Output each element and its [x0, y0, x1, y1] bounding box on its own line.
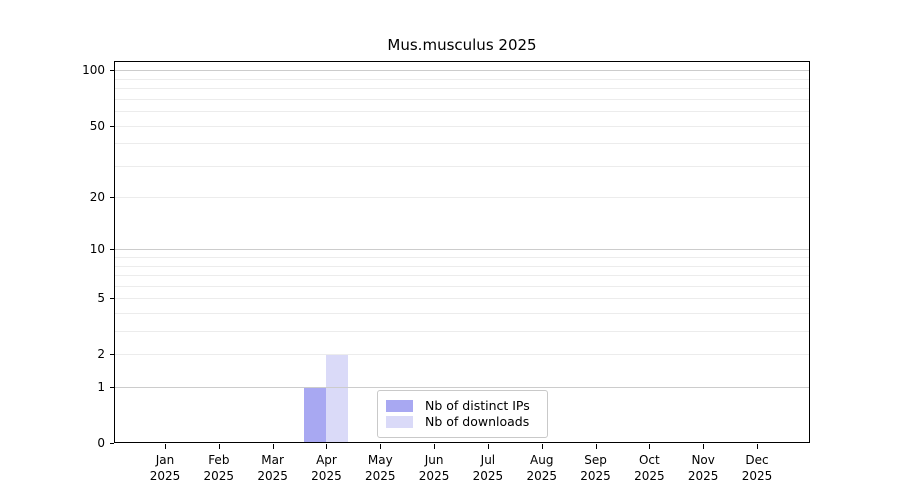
- y-tick-label: 20: [89, 190, 105, 205]
- x-tick-month: Aug: [530, 453, 554, 467]
- x-tick-mark: [757, 444, 758, 449]
- x-tick-year: 2025: [526, 469, 557, 483]
- gridline-minor: [115, 197, 809, 199]
- x-tick-label-sep: Sep 2025: [568, 452, 624, 484]
- y-tick-mark: [110, 125, 114, 127]
- x-tick-year: 2025: [472, 469, 504, 483]
- bar-nb-of-distinct-ips-apr: [304, 387, 327, 443]
- x-tick-month: Dec: [745, 453, 769, 467]
- x-tick-year: 2025: [203, 469, 235, 483]
- x-tick-mark: [487, 444, 489, 449]
- gridline-minor: [115, 265, 809, 267]
- gridline-minor: [115, 98, 809, 100]
- y-tick-mark: [110, 387, 114, 389]
- x-tick-month: Oct: [638, 453, 660, 467]
- chart-title: Mus.musculus 2025: [387, 36, 537, 54]
- x-tick-month: May: [367, 453, 393, 467]
- x-tick-mark: [218, 444, 220, 449]
- x-tick-month: Jul: [480, 453, 496, 467]
- x-tick-label-nov: Nov 2025: [675, 452, 731, 484]
- x-tick-year: 2025: [418, 469, 450, 483]
- x-tick-label-aug: Aug 2025: [514, 452, 570, 484]
- x-tick-label-apr: Apr 2025: [298, 452, 354, 484]
- gridline-minor: [115, 285, 809, 287]
- y-tick-mark: [110, 197, 114, 199]
- y-tick-mark: [110, 70, 114, 72]
- y-tick-label: 0: [97, 436, 105, 450]
- x-tick-label-jan: Jan 2025: [137, 452, 193, 484]
- x-tick-year: 2025: [149, 469, 181, 483]
- legend-item-distinct-ips: Nb of distinct IPs: [386, 398, 539, 414]
- x-tick-month: Apr: [316, 453, 337, 467]
- y-tick-mark: [110, 443, 114, 444]
- x-tick-label-jul: Jul 2025: [460, 452, 516, 484]
- x-tick-year: 2025: [311, 469, 342, 483]
- legend-swatch-downloads-icon: [386, 416, 413, 428]
- x-tick-year: 2025: [741, 469, 773, 483]
- x-tick-mark: [326, 444, 328, 449]
- y-tick-mark: [110, 354, 114, 356]
- x-tick-label-feb: Feb 2025: [191, 452, 247, 484]
- gridline-minor: [115, 257, 809, 259]
- x-tick-month: Sep: [584, 453, 607, 467]
- x-tick-mark: [595, 444, 597, 449]
- bar-nb-of-downloads-apr: [326, 354, 349, 443]
- x-tick-month: Jan: [155, 453, 175, 467]
- legend-label-downloads: Nb of downloads: [425, 414, 530, 429]
- gridline-minor: [115, 78, 809, 80]
- y-tick-label: 1: [97, 380, 105, 395]
- gridline-minor: [115, 313, 809, 315]
- x-tick-year: 2025: [687, 469, 719, 483]
- legend-item-downloads: Nb of downloads: [386, 414, 539, 430]
- gridline-minor: [115, 165, 809, 167]
- x-tick-month: Nov: [691, 453, 715, 467]
- gridline-minor: [115, 331, 809, 333]
- y-tick-label: 50: [89, 118, 105, 133]
- x-tick-year: 2025: [634, 469, 665, 483]
- gridline-minor: [115, 88, 809, 90]
- x-tick-label-oct: Oct 2025: [621, 452, 677, 484]
- x-tick-mark: [541, 444, 543, 449]
- x-tick-month: Mar: [261, 453, 284, 467]
- gridline-minor: [115, 111, 809, 113]
- x-tick-month: Jun: [424, 453, 444, 467]
- y-tick-mark: [110, 249, 114, 251]
- x-tick-mark: [649, 444, 651, 449]
- legend-label-distinct-ips: Nb of distinct IPs: [425, 398, 530, 413]
- x-tick-mark: [165, 444, 166, 449]
- gridline-minor: [115, 125, 809, 127]
- x-tick-mark: [703, 444, 705, 449]
- gridline-major: [115, 70, 809, 72]
- x-tick-mark: [380, 444, 382, 449]
- x-tick-month: Feb: [208, 453, 230, 467]
- y-tick-label: 10: [89, 242, 105, 257]
- plot-area: [114, 61, 810, 443]
- y-tick-label: 5: [97, 291, 105, 306]
- gridline-major: [115, 249, 809, 251]
- y-tick-label: 2: [97, 347, 105, 362]
- x-tick-year: 2025: [364, 469, 396, 483]
- gridline-minor: [115, 275, 809, 277]
- y-tick-label: 100: [82, 63, 105, 78]
- x-tick-label-may: May 2025: [352, 452, 408, 484]
- x-tick-label-dec: Dec 2025: [729, 452, 785, 484]
- gridline-major: [115, 387, 809, 389]
- x-tick-mark: [434, 444, 436, 449]
- x-tick-label-jun: Jun 2025: [406, 452, 462, 484]
- gridline-minor: [115, 143, 809, 145]
- x-tick-year: 2025: [257, 469, 288, 483]
- gridline-minor: [115, 298, 809, 300]
- gridline-minor: [115, 354, 809, 356]
- x-tick-mark: [272, 444, 274, 449]
- legend-swatch-distinct-ips-icon: [386, 400, 413, 412]
- x-tick-year: 2025: [580, 469, 611, 483]
- x-tick-label-mar: Mar 2025: [245, 452, 301, 484]
- y-tick-mark: [110, 298, 114, 300]
- legend: Nb of distinct IPs Nb of downloads: [377, 390, 548, 438]
